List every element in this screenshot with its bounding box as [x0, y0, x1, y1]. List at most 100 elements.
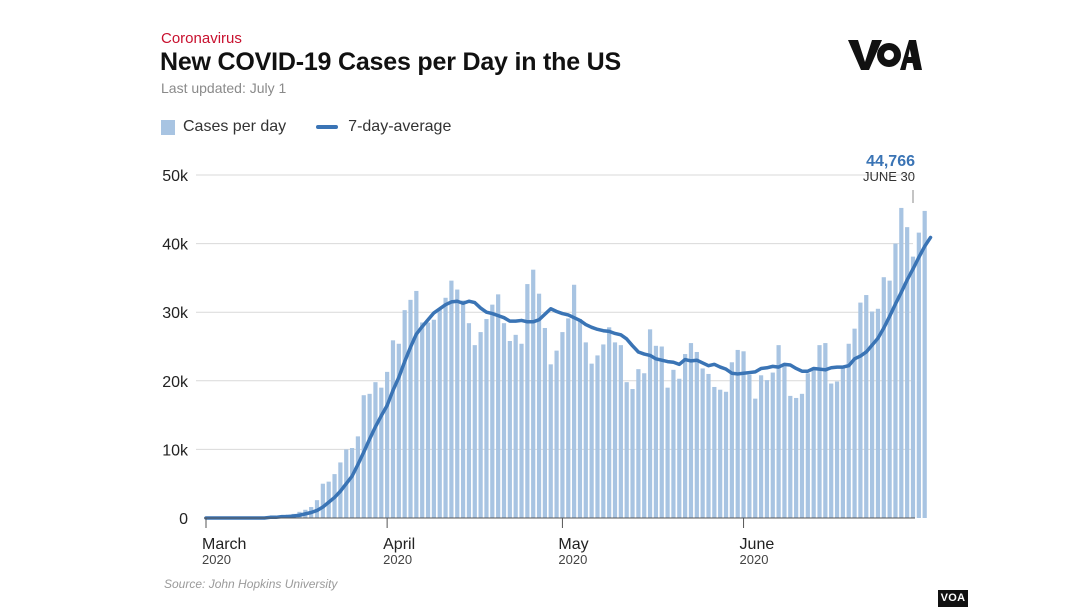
bar — [513, 334, 518, 518]
bar — [589, 363, 594, 518]
bar — [823, 343, 828, 518]
bar — [572, 284, 577, 518]
x-tick-month: May — [558, 536, 588, 553]
bar — [770, 372, 775, 518]
bar — [735, 349, 740, 518]
bar — [478, 332, 483, 518]
bar — [741, 351, 746, 518]
bar — [875, 308, 881, 518]
bar — [536, 293, 542, 518]
bar — [636, 369, 641, 518]
x-tick-year: 2020 — [740, 552, 769, 567]
bar — [700, 368, 705, 518]
bar — [484, 319, 489, 518]
bar — [647, 329, 653, 518]
bar — [367, 393, 372, 518]
bar — [455, 289, 460, 518]
bar — [899, 207, 904, 518]
bar — [583, 342, 588, 518]
bar — [782, 363, 787, 518]
chart-title: New COVID-19 Cases per Day in the US — [160, 48, 622, 76]
bar — [893, 243, 898, 518]
bar — [402, 310, 407, 518]
legend: Cases per day 7-day-average — [161, 118, 481, 136]
legend-line-swatch — [316, 125, 339, 129]
legend-line-label: 7-day-average — [348, 118, 452, 135]
bar — [601, 344, 606, 518]
bar — [420, 322, 425, 518]
bar — [665, 387, 670, 518]
bar — [542, 327, 547, 518]
kicker: Coronavirus — [161, 30, 242, 47]
bar — [449, 280, 454, 518]
source-note: Source: John Hopkins University — [164, 577, 338, 591]
bar — [490, 304, 495, 518]
bar — [811, 367, 816, 518]
bar — [595, 355, 600, 518]
voa-badge: VOA — [938, 590, 968, 607]
bar — [653, 345, 659, 518]
bar — [910, 256, 916, 518]
x-tick-year: 2020 — [558, 552, 587, 567]
bar — [414, 290, 419, 518]
bar — [501, 323, 507, 518]
bar — [829, 383, 834, 518]
bar — [607, 327, 612, 518]
y-tick-label: 30k — [162, 305, 189, 322]
bars — [262, 207, 927, 518]
bar — [887, 280, 892, 518]
bar — [723, 391, 729, 518]
callout-value: 44,766 — [866, 153, 915, 170]
bar — [349, 448, 355, 518]
bar — [758, 375, 764, 518]
bar — [852, 328, 857, 518]
bar — [361, 395, 366, 518]
y-tick-label: 10k — [162, 442, 189, 459]
bar — [373, 382, 378, 518]
x-tick-month: March — [202, 536, 246, 553]
y-tick-label: 20k — [162, 374, 189, 391]
bar — [753, 398, 758, 518]
bar — [881, 277, 886, 518]
bar — [659, 346, 664, 518]
last-updated: Last updated: July 1 — [161, 80, 287, 96]
bar — [466, 323, 472, 518]
bar — [443, 297, 448, 518]
y-axis-labels: 0 10k 20k 30k 40k 50k — [162, 168, 189, 528]
bar — [764, 380, 770, 518]
bar — [922, 210, 927, 518]
bar — [554, 350, 559, 518]
bar — [618, 345, 623, 518]
bar — [355, 436, 361, 518]
bar — [694, 351, 699, 518]
bar — [560, 332, 565, 518]
bar — [683, 354, 688, 518]
x-tick-year: 2020 — [202, 552, 231, 567]
bar — [712, 386, 717, 518]
bar — [624, 382, 629, 518]
peak-callout: 44,766 JUNE 30 — [863, 153, 915, 203]
bar — [642, 373, 647, 518]
bar — [671, 369, 676, 518]
bar — [577, 319, 583, 518]
bar — [916, 232, 921, 518]
series-line-7-day-average — [204, 235, 933, 520]
bar — [718, 389, 723, 518]
bar — [326, 481, 331, 518]
legend-item-bars: Cases per day — [161, 118, 286, 136]
bar — [706, 373, 711, 518]
bar — [817, 345, 822, 518]
legend-item-line: 7-day-average — [316, 118, 451, 136]
bar — [396, 343, 401, 518]
x-tick-month: June — [740, 536, 775, 553]
bar — [905, 227, 910, 518]
bar — [799, 393, 805, 518]
bar — [776, 345, 781, 518]
bar — [846, 343, 851, 518]
average-line — [204, 235, 933, 520]
bar — [460, 300, 466, 518]
bar — [531, 269, 536, 518]
bar — [729, 362, 734, 518]
